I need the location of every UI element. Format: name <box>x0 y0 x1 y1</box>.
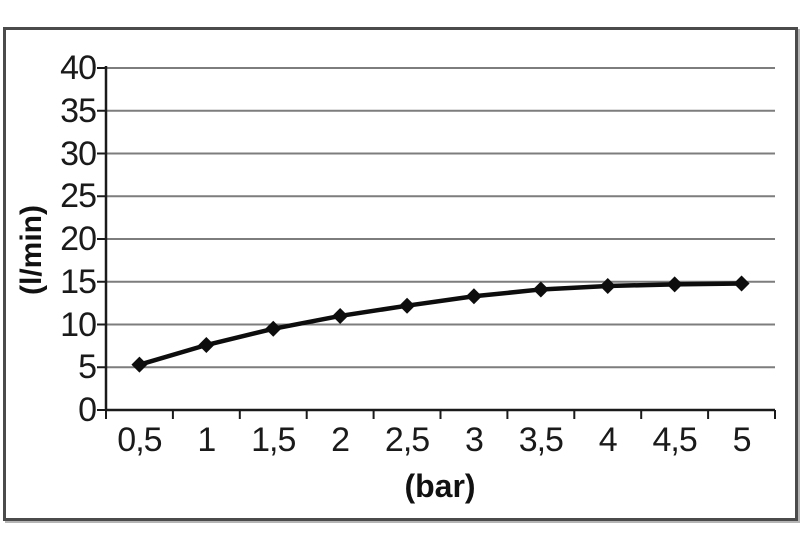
data-point-marker <box>131 356 148 373</box>
x-tick-label: 0,5 <box>117 421 162 459</box>
x-tick-label: 3,5 <box>518 421 564 459</box>
y-tick-label: 20 <box>60 220 97 258</box>
x-tick-label: 4,5 <box>652 421 698 459</box>
y-tick-label: 30 <box>60 134 97 173</box>
data-point-marker <box>733 275 750 292</box>
x-tick-label: 5 <box>732 421 752 459</box>
data-point-marker <box>599 278 616 295</box>
data-point-marker <box>332 307 349 324</box>
series-line <box>138 281 742 367</box>
data-point-marker <box>198 337 215 354</box>
y-tick-label: 10 <box>60 305 97 344</box>
x-tick-label: 1 <box>197 421 216 459</box>
y-tick-label: 40 <box>60 49 97 87</box>
y-tick-label: 0 <box>78 391 97 429</box>
y-tick-label: 5 <box>78 348 97 387</box>
data-point-marker <box>265 320 282 337</box>
data-point-marker <box>532 281 549 298</box>
x-axis-title: (bar) <box>404 468 476 504</box>
data-point-marker <box>465 288 482 305</box>
data-point-marker <box>666 276 683 293</box>
x-tick-label: 4 <box>598 421 618 459</box>
x-tick-label: 3 <box>464 421 484 459</box>
y-tick-label: 15 <box>60 262 97 301</box>
y-tick-label: 25 <box>60 177 97 216</box>
y-axis-title: (l/min) <box>15 205 48 295</box>
x-tick-label: 2,5 <box>384 421 430 459</box>
chart-frame <box>3 27 798 521</box>
x-tick-label: 2 <box>331 421 350 459</box>
y-tick-label: 35 <box>60 91 97 130</box>
x-tick-label: 1,5 <box>251 421 296 459</box>
data-point-marker <box>399 297 416 314</box>
